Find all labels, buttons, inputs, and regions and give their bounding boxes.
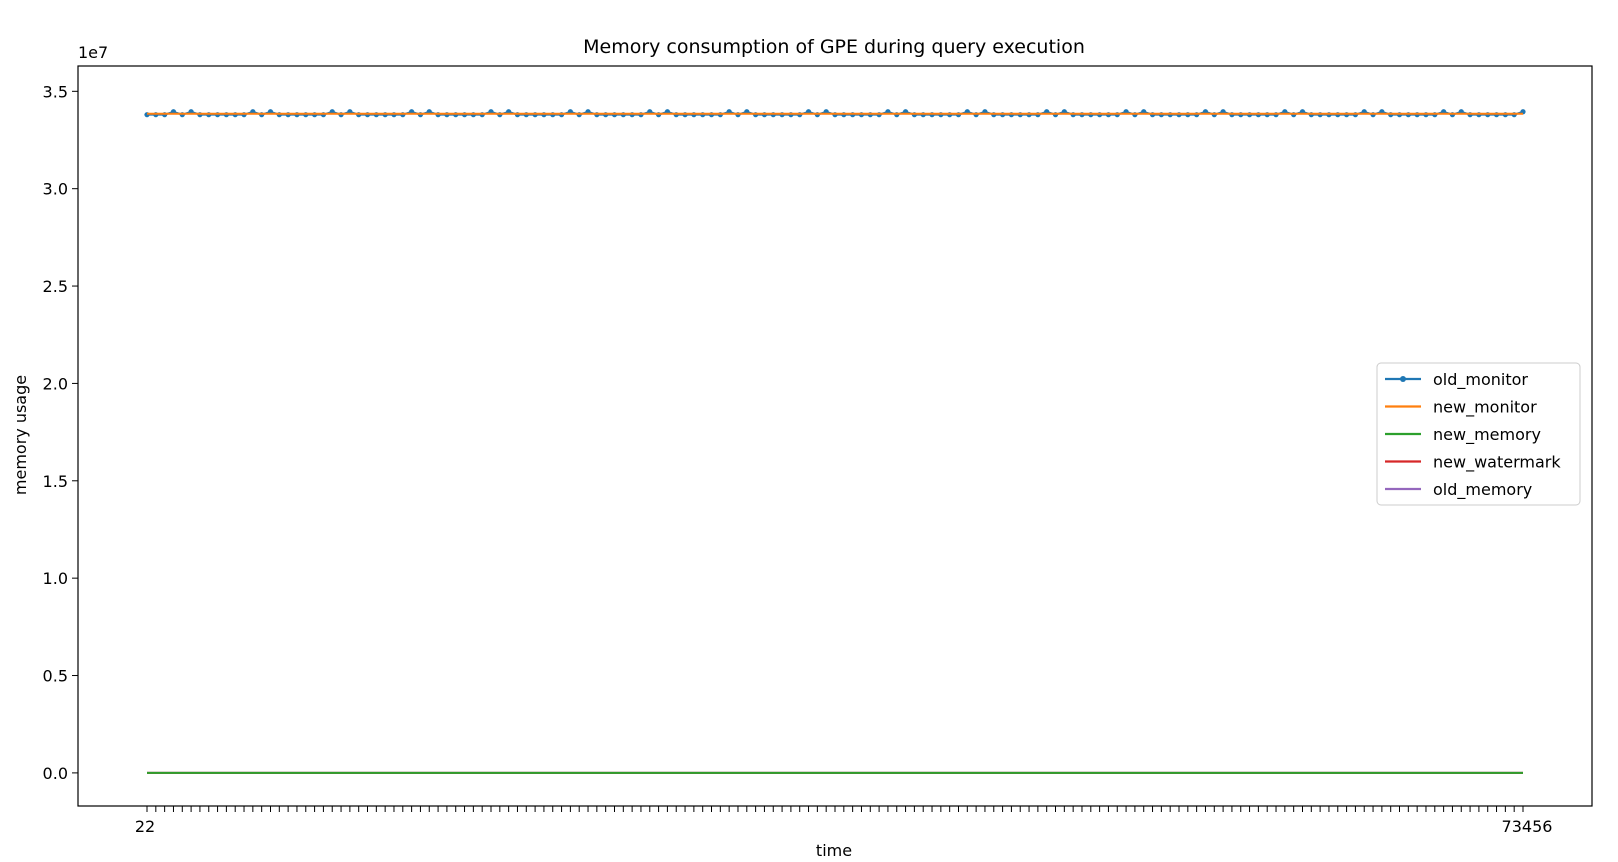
y-tick-label: 2.5 (43, 277, 68, 296)
legend-label-new_memory: new_memory (1433, 425, 1541, 445)
legend-label-old_memory: old_memory (1433, 480, 1532, 500)
x-axis-label: time (816, 841, 852, 860)
plot-area: 0.0 0.5 1.0 1.5 2.0 2.5 3.0 3.5 22 73456 (43, 65, 1593, 836)
y-tick-label: 0.0 (43, 764, 68, 783)
chart-title: Memory consumption of GPE during query e… (583, 36, 1085, 58)
y-tick-label: 3.0 (43, 180, 68, 199)
legend-label-old_monitor: old_monitor (1433, 370, 1528, 390)
y-tick-label: 3.5 (43, 82, 68, 101)
y-tick-label: 1.0 (43, 569, 68, 588)
legend-label-new_watermark: new_watermark (1433, 453, 1561, 473)
y-tick-label: 2.0 (43, 374, 68, 393)
y-tick-label: 0.5 (43, 667, 68, 686)
y-tick-label: 1.5 (43, 472, 68, 491)
legend-box (1376, 362, 1581, 506)
y-axis-label: memory usage (11, 375, 30, 495)
plot-frame (77, 65, 1593, 807)
y-offset-label: 1e7 (78, 43, 108, 62)
legend-label-new_monitor: new_monitor (1433, 398, 1537, 418)
x-tick-label: 73456 (1502, 817, 1553, 836)
legend-marker-old_monitor (1400, 376, 1406, 382)
legend: old_monitor new_monitor new_memory new_wate… (1376, 362, 1581, 506)
x-tick-label: 22 (135, 817, 155, 836)
